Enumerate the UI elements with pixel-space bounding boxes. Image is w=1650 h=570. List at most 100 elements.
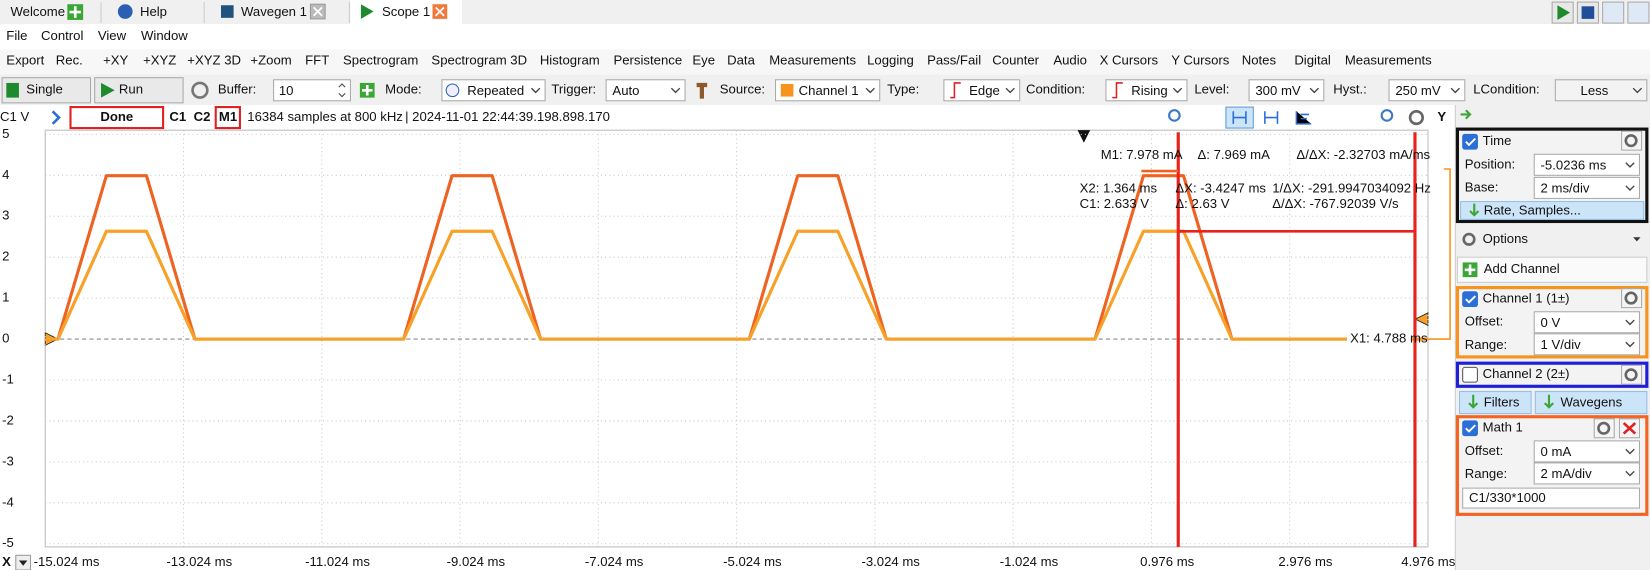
tab-label[interactable]: Welcome — [11, 4, 66, 19]
expand-icon[interactable] — [51, 110, 61, 125]
level-dropdown-box[interactable] — [1248, 79, 1325, 102]
chevron — [1625, 162, 1635, 168]
checkbox[interactable] — [1462, 291, 1478, 308]
scope-icon — [360, 4, 374, 19]
legend-entry[interactable]: C1 — [169, 109, 186, 124]
position-dropdown-box[interactable] — [1533, 153, 1641, 176]
tab-label[interactable]: Wavegen 1 — [241, 4, 307, 19]
hammer-icon[interactable] — [696, 82, 708, 99]
arrow-icon[interactable] — [1460, 109, 1472, 120]
window-button[interactable] — [1627, 1, 1650, 24]
checkbox[interactable] — [1462, 366, 1478, 383]
toolbar-item[interactable]: X Cursors — [1100, 52, 1159, 67]
range-dropdown-box[interactable] — [1533, 333, 1641, 356]
menu-item[interactable]: View — [98, 28, 127, 43]
filters-label[interactable]: Filters — [1484, 395, 1520, 410]
y-button[interactable]: Y — [1437, 109, 1446, 124]
toolbar-item[interactable]: FFT — [305, 52, 329, 67]
legend-entry[interactable]: C2 — [194, 109, 211, 124]
trigger-dropdown-box[interactable] — [605, 79, 686, 102]
run-label[interactable]: Run — [119, 82, 143, 97]
toolbar-item[interactable]: Notes — [1242, 52, 1277, 67]
check-glyph — [1465, 295, 1476, 304]
toolbar-item[interactable]: Y Cursors — [1171, 52, 1230, 67]
toolbar-item[interactable]: Spectrogram 3D — [431, 52, 527, 67]
type-dropdown-box[interactable] — [943, 79, 1021, 102]
tool-glyph — [1264, 111, 1279, 124]
menu-item[interactable]: Window — [141, 28, 188, 43]
toolbar-item[interactable]: Spectrogram — [343, 52, 418, 67]
toolbar-item[interactable]: Logging — [867, 52, 914, 67]
x-axis-label[interactable]: X — [2, 554, 11, 569]
toolbar-item[interactable]: Audio — [1053, 52, 1087, 67]
tab-label[interactable]: Scope 1 — [382, 4, 430, 19]
offset-dropdown-box[interactable] — [1533, 440, 1641, 463]
toolbar-item[interactable]: +XYZ — [143, 52, 176, 67]
filters-button[interactable] — [1459, 391, 1532, 415]
checkbox[interactable] — [1462, 420, 1478, 437]
zoom-icon[interactable] — [1168, 109, 1181, 122]
toolbar-item[interactable]: Digital — [1294, 52, 1331, 67]
offset-dropdown: 0 mA — [1541, 444, 1572, 459]
tool-glyph — [1295, 111, 1312, 125]
menu-item[interactable]: File — [6, 28, 27, 43]
toolbar-item[interactable]: Data — [727, 52, 755, 67]
check-glyph — [1465, 137, 1476, 147]
offset-dropdown-box[interactable] — [1533, 311, 1641, 334]
add-channel-label[interactable]: Add Channel — [1484, 261, 1560, 276]
condition-dropdown-box[interactable] — [1105, 79, 1188, 102]
toolbar-item[interactable]: Histogram — [540, 52, 600, 67]
channel2-title: Channel 2 (2±) — [1483, 366, 1570, 381]
hyst-label: Hyst.: — [1333, 82, 1367, 97]
gear-icon[interactable] — [1408, 109, 1425, 126]
add-channel-button[interactable] — [1456, 256, 1648, 283]
menu-item[interactable]: Control — [41, 28, 83, 43]
legend-entry[interactable]: M1 — [219, 109, 237, 124]
mode-dropdown-box[interactable] — [441, 79, 546, 102]
options-chevron — [1633, 237, 1641, 242]
close-glyph — [312, 6, 445, 17]
math-expression[interactable]: C1/330*1000 — [1469, 490, 1546, 505]
toolbar — [0, 49, 1650, 75]
spin-glyph — [338, 83, 346, 98]
y-tick-label: -3 — [2, 453, 14, 468]
toolbar-item[interactable]: Measurements — [1345, 52, 1432, 67]
toolbar-item[interactable]: +Zoom — [250, 52, 291, 67]
trigger-marker[interactable] — [1077, 130, 1091, 143]
condition-label: Condition: — [1026, 82, 1085, 97]
lcondition-dropdown-box[interactable] — [1554, 79, 1648, 102]
source-dropdown-box[interactable] — [775, 79, 881, 102]
gear-icon[interactable] — [191, 81, 209, 99]
edge-icon — [950, 82, 961, 99]
y-tick-label: -5 — [2, 535, 14, 550]
range-dropdown-box[interactable] — [1533, 462, 1641, 485]
rate-button[interactable] — [1460, 201, 1645, 220]
wavegens-button[interactable] — [1534, 391, 1648, 415]
source-swatch — [780, 83, 794, 97]
toolbar-item[interactable]: Rec. — [56, 52, 83, 67]
zoom-icon[interactable] — [1380, 109, 1394, 122]
buffer-input[interactable] — [273, 79, 351, 102]
toolbar-item[interactable]: Pass/Fail — [927, 52, 981, 67]
gear-icon — [1624, 134, 1638, 148]
window-button[interactable] — [1602, 1, 1625, 24]
cursor-readout: Δ/ΔX: -767.92039 V/s — [1272, 196, 1399, 211]
wavegens-label[interactable]: Wavegens — [1561, 395, 1623, 410]
toolbar-item[interactable]: +XYZ 3D — [187, 52, 241, 67]
chevron — [1172, 87, 1183, 94]
single-label[interactable]: Single — [26, 82, 63, 97]
options-label[interactable]: Options — [1483, 231, 1529, 246]
toolbar-item[interactable]: Persistence — [613, 52, 682, 67]
base-dropdown-box[interactable] — [1533, 176, 1641, 199]
hyst-dropdown-box[interactable] — [1388, 79, 1466, 102]
toolbar-item[interactable]: Counter — [992, 52, 1039, 67]
toolbar-item[interactable]: Measurements — [769, 52, 856, 67]
rate-label[interactable]: Rate, Samples... — [1484, 202, 1581, 217]
checkbox[interactable] — [1462, 133, 1478, 150]
expression-field[interactable] — [1462, 487, 1641, 509]
toolbar-item[interactable]: +XY — [103, 52, 128, 67]
cursor-readout: Δ/ΔX: -2.32703 mA/ms — [1296, 147, 1430, 162]
toolbar-item[interactable]: Export — [6, 52, 44, 67]
toolbar-item[interactable]: Eye — [692, 52, 715, 67]
tab-label[interactable]: Help — [140, 4, 167, 19]
